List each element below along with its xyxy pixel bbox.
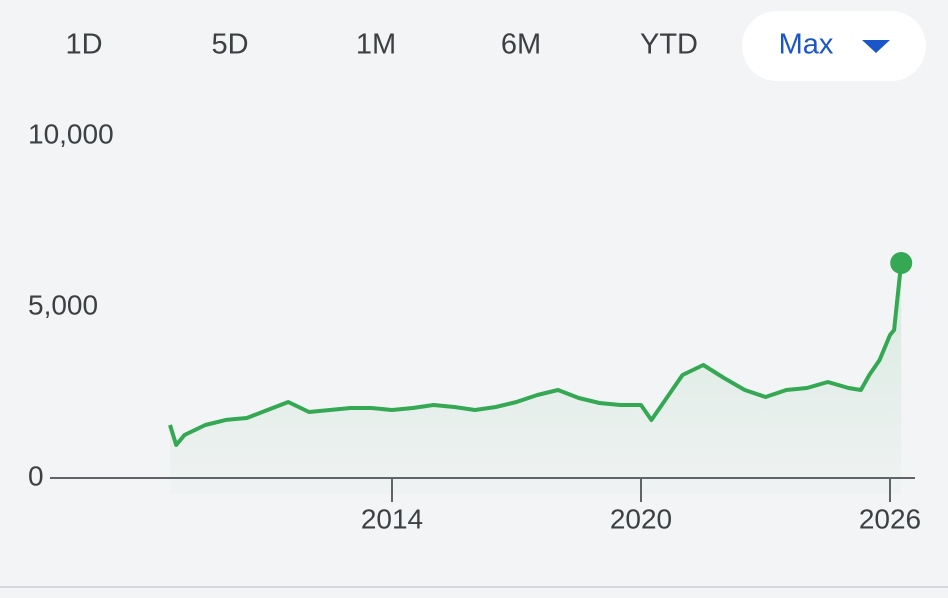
range-tab[interactable]: Max	[779, 29, 834, 61]
x-tick-label: 2020	[610, 503, 672, 534]
dropdown-arrow[interactable]	[862, 40, 890, 53]
y-tick-label: 10,000	[28, 118, 114, 149]
y-tick-label: 5,000	[28, 289, 98, 320]
x-tick-label: 2014	[361, 503, 423, 534]
x-tick-label: 2026	[859, 503, 921, 534]
y-tick-label: 0	[28, 460, 44, 491]
range-tab[interactable]: 1D	[65, 29, 102, 61]
range-tab[interactable]: YTD	[640, 29, 698, 61]
range-tab[interactable]: 6M	[501, 29, 541, 61]
area	[169, 263, 902, 494]
last-point	[890, 251, 913, 274]
range-tab[interactable]: 1M	[356, 29, 396, 61]
selected-tab-bg	[742, 11, 926, 81]
price-line	[168, 262, 904, 447]
range-tab[interactable]: 5D	[211, 29, 248, 61]
